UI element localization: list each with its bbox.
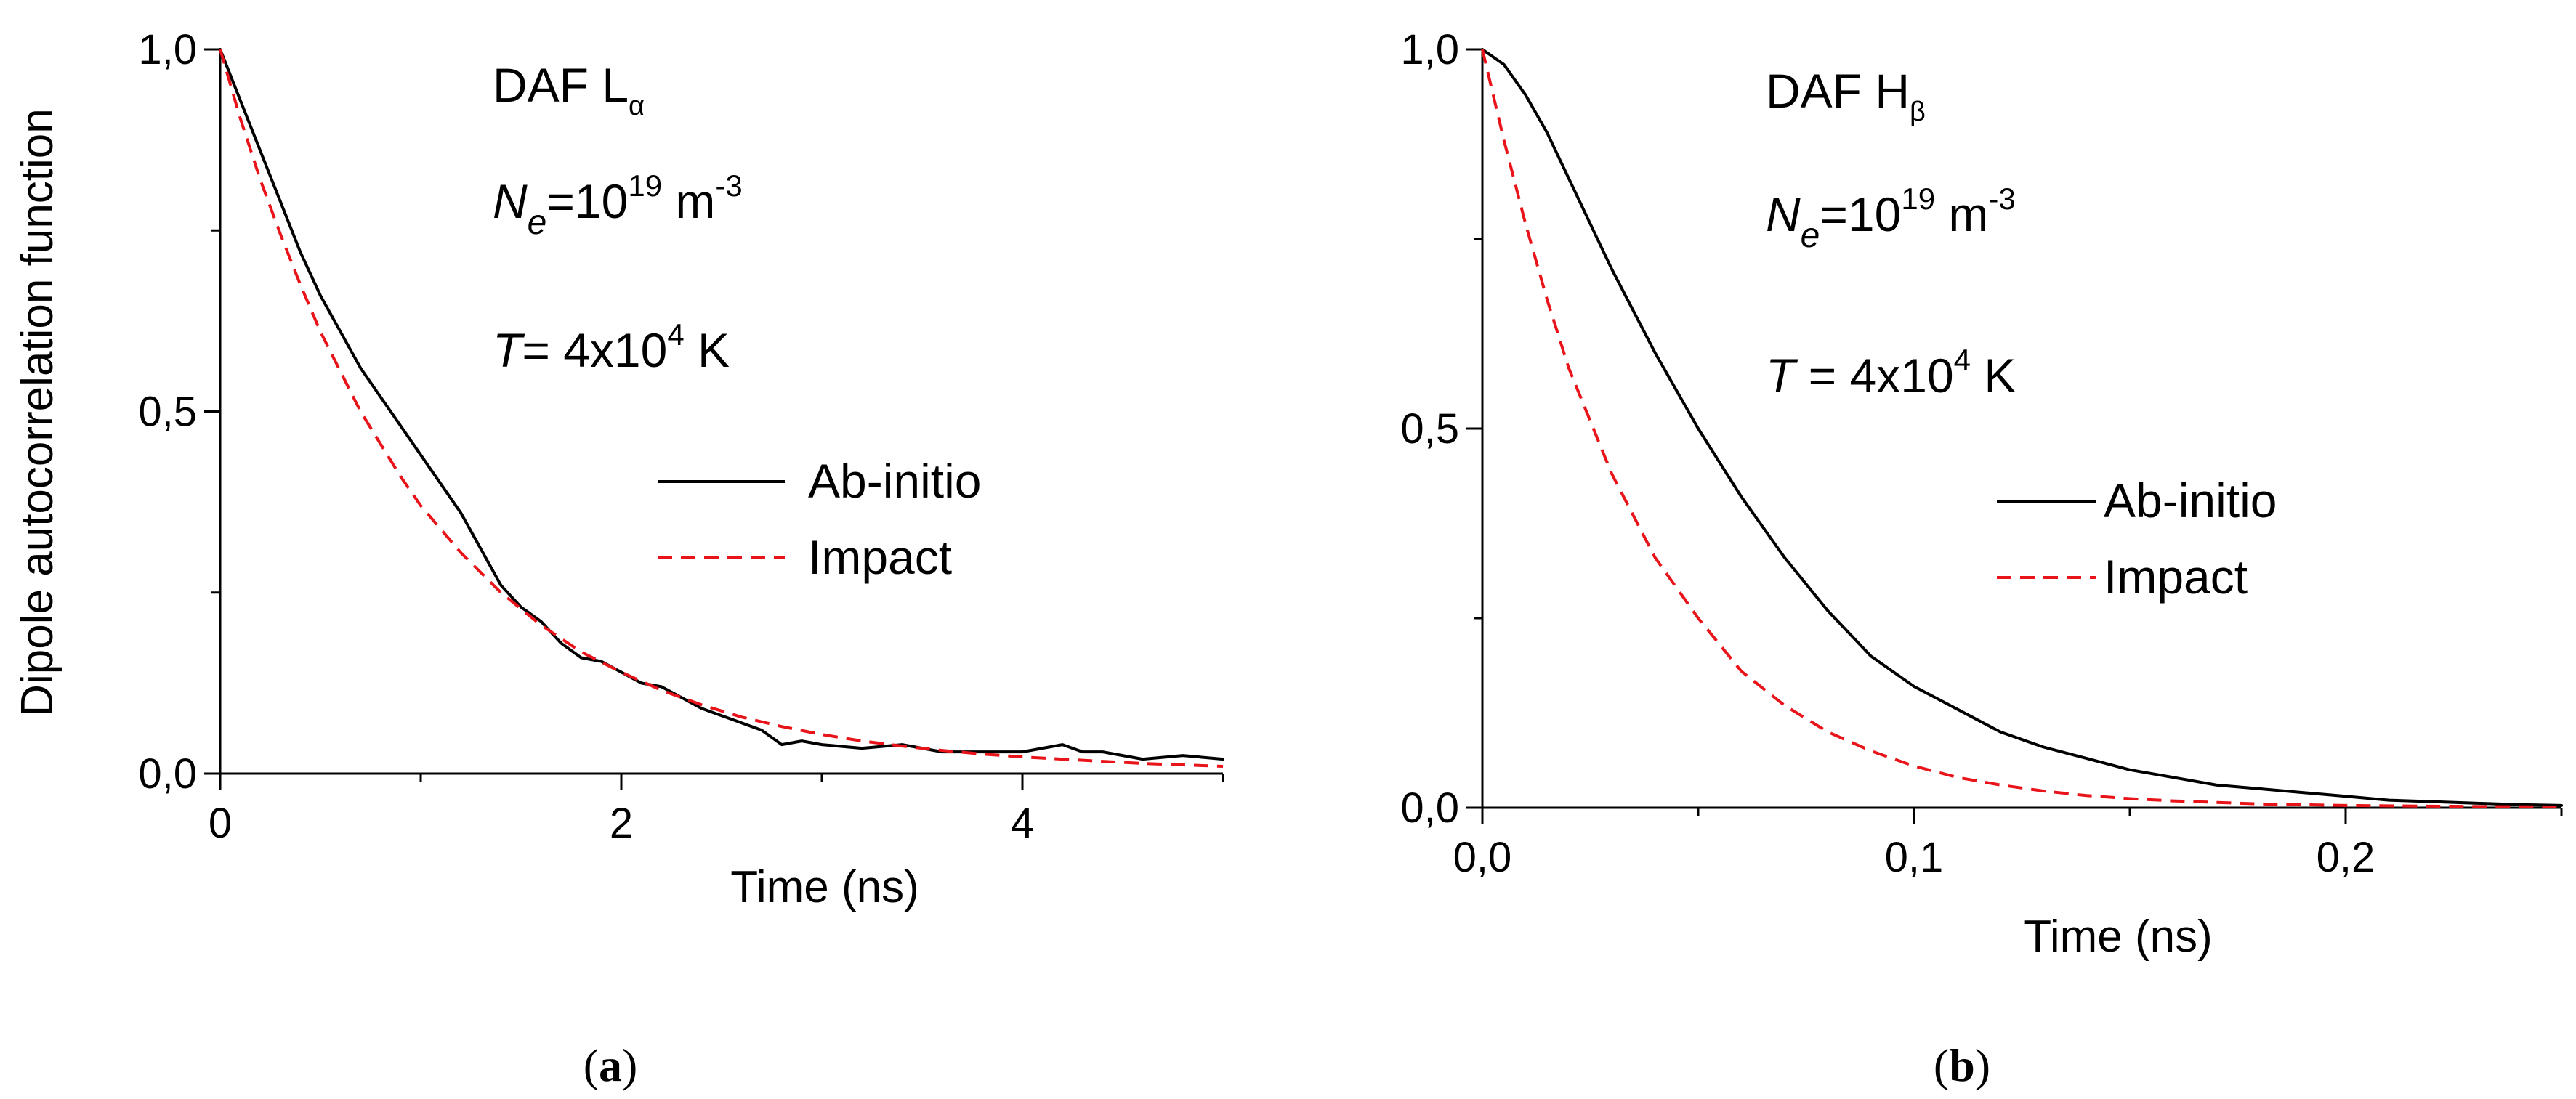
panel-b-caption-close: ) [1975,1039,1990,1091]
panel-a-title-sub: α [629,91,645,121]
panel-a-ylabel: Dipole autocorrelation function [12,108,62,717]
panel-a-temp-exp: 4 [667,317,684,352]
panel-b-series [1481,48,2563,808]
panel-b-ticks: 0,0 0,5 1,0 0,0 0,1 0,2 [1400,26,2563,881]
panel-b: 0,0 0,5 1,0 0,0 0,1 0,2 Time (ns) DAF Hβ Ne=1… [1400,26,2563,1091]
panel-a-y-tick-label: 0,5 [138,389,197,436]
panel-b-title-main: DAF H [1766,64,1910,118]
panel-a-y-tick-label: 0,0 [138,750,197,798]
panel-b-title-sub: β [1910,97,1926,127]
panel-a-temperature: T= 4x104 K [493,317,730,377]
panel-a-temp-var: T [493,323,525,377]
panel-a-legend-label-ab-initio: Ab-initio [808,454,981,508]
panel-a-series [219,48,1224,768]
panel-a-title-main: DAF L [493,58,629,112]
panel-a-density-sub: e [528,203,547,242]
panel-b-legend-label-impact: Impact [2104,550,2248,604]
panel-b-series-ab-initio [1481,48,2563,807]
panel-b-temperature: T = 4x104 K [1766,343,2016,402]
panel-b-density-var: N [1766,187,1801,241]
panel-a-caption: (a) [584,1039,638,1091]
panel-a-x-tick-label: 2 [610,800,633,847]
panel-b-legend: Ab-initio Impact [1997,474,2277,604]
panel-b-legend-label-ab-initio: Ab-initio [2104,474,2277,527]
panel-b-temp-unit: K [1971,349,2016,402]
panel-a-density-unit-exp: -3 [715,169,742,203]
panel-b-density-sub: e [1801,216,1820,255]
panel-a-density-unit: m [662,174,715,228]
panel-b-temp-exp: 4 [1954,343,1971,377]
panel-a-temp-eq: = 4x10 [522,323,667,377]
panel-b-density: Ne=1019 m-3 [1766,182,2016,255]
panel-a-xlabel: Time (ns) [730,862,918,912]
panel-b-density-eq: =10 [1820,187,1901,241]
panel-a-series-ab-initio [219,48,1224,761]
panel-b-y-tick-label: 0,0 [1400,784,1459,832]
panel-b-temp-var: T [1766,349,1798,402]
panel-b-temp-eq: = 4x10 [1795,349,1953,402]
panel-b-y-tick-label: 0,5 [1400,405,1459,453]
panel-a-density-var: N [493,174,528,228]
panel-a-y-tick-label: 1,0 [138,26,197,73]
panel-a-legend-label-impact: Impact [808,530,952,584]
panel-a-title: DAF Lα [493,58,645,121]
panel-b-density-exp: 19 [1901,182,1935,216]
panel-b-series-impact [1481,49,2562,808]
panel-b-density-unit: m [1935,187,1988,241]
panel-b-x-tick-label: 0,0 [1453,834,1512,881]
panel-a-density: Ne=1019 m-3 [493,169,743,242]
panel-a-x-tick-label: 4 [1011,800,1034,847]
panel-b-caption-open: ( [1934,1039,1949,1091]
panel-b-density-unit-exp: -3 [1988,182,2015,216]
panel-a-density-exp: 19 [628,169,662,203]
panel-a-caption-letter: a [599,1039,622,1091]
panel-b-title: DAF Hβ [1766,64,1926,127]
panel-b-y-tick-label: 1,0 [1400,26,1459,73]
panel-a-x-tick-label: 0 [209,800,232,847]
panel-b-xlabel: Time (ns) [2024,912,2212,962]
panel-a: 0,0 0,5 1,0 0 2 4 Dipole autocorrelation func… [12,26,1224,1091]
panel-a-caption-close: ) [622,1039,637,1091]
panel-a-temp-unit: K [685,323,730,377]
panel-b-caption: (b) [1934,1039,1990,1091]
panel-a-series-impact [219,49,1224,768]
panel-b-x-tick-label: 0,2 [2317,834,2375,881]
panel-b-x-tick-label: 0,1 [1885,834,1944,881]
panel-a-density-eq: =10 [546,174,628,228]
panel-a-caption-open: ( [584,1039,599,1091]
panel-b-caption-letter: b [1949,1039,1975,1091]
panel-a-ticks: 0,0 0,5 1,0 0 2 4 [138,26,1224,847]
panel-a-legend: Ab-initio Impact [658,454,981,584]
